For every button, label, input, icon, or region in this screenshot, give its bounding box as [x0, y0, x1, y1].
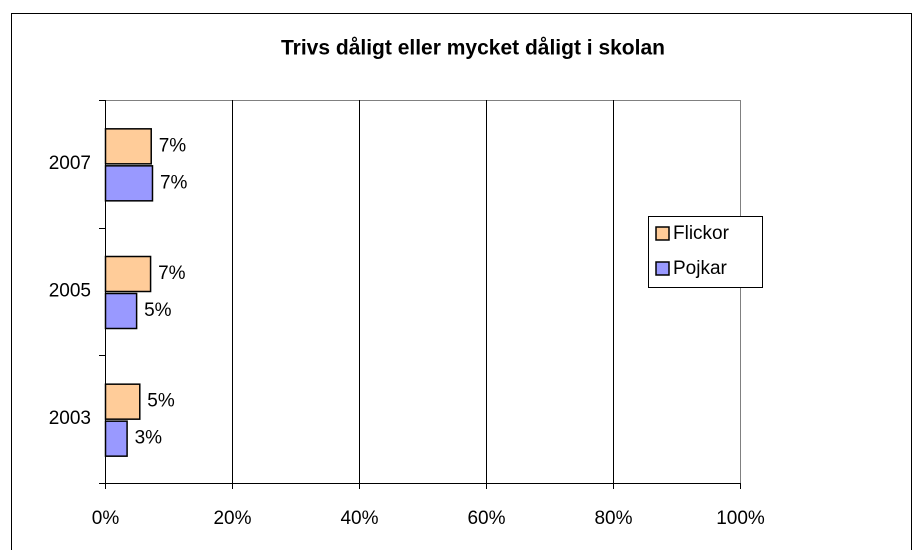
- bar: [104, 165, 154, 202]
- bar: [104, 292, 138, 330]
- y-tick-label: 2007: [49, 153, 91, 174]
- data-label: 3%: [135, 428, 163, 449]
- data-label: 5%: [147, 391, 175, 412]
- x-tick-label: 20%: [213, 508, 251, 529]
- bar: [104, 383, 141, 420]
- chart-title: Trivs dåligt eller mycket dåligt i skola…: [281, 37, 665, 60]
- legend-swatch: [655, 226, 670, 241]
- bar: [104, 255, 152, 293]
- x-tick-label: 0%: [92, 508, 120, 529]
- legend-swatch: [655, 261, 670, 276]
- legend-label: Flickor: [673, 223, 730, 244]
- data-label: 5%: [144, 300, 172, 321]
- legend-label: Pojkar: [673, 258, 728, 279]
- x-tick-label: 100%: [716, 508, 765, 529]
- x-tick-label: 40%: [340, 508, 378, 529]
- data-label: 7%: [160, 172, 188, 193]
- y-tick-label: 2003: [49, 408, 91, 429]
- data-label: 7%: [158, 263, 186, 284]
- bar: [104, 420, 128, 457]
- x-tick-label: 60%: [467, 508, 505, 529]
- y-tick-label: 2005: [49, 281, 91, 302]
- data-label: 7%: [159, 135, 187, 156]
- bar: [104, 128, 152, 165]
- x-tick-label: 80%: [594, 508, 632, 529]
